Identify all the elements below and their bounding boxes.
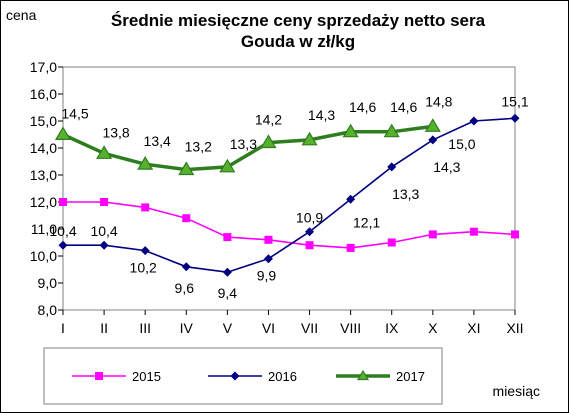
- data-point: [181, 262, 191, 272]
- data-point: [99, 240, 109, 250]
- data-point: [301, 131, 318, 146]
- data-point: [219, 158, 236, 173]
- data-label: 14,6: [390, 99, 417, 115]
- data-point: [387, 238, 396, 247]
- data-point: [511, 230, 519, 239]
- data-label: 10,2: [130, 260, 157, 276]
- data-label: 10,9: [296, 210, 323, 226]
- data-label: 14,2: [255, 112, 282, 128]
- data-point: [100, 198, 109, 206]
- data-point: [424, 118, 441, 132]
- data-label: 14,6: [349, 99, 376, 115]
- y-tick-label: 9,0: [38, 275, 58, 291]
- data-point: [95, 372, 103, 380]
- data-point: [342, 123, 359, 138]
- data-point: [469, 116, 479, 126]
- x-tick-label: IV: [180, 320, 194, 336]
- series-line-2015: [63, 201, 516, 249]
- data-label: 13,4: [144, 133, 171, 149]
- data-label: 10,4: [49, 223, 76, 239]
- legend-label: 2015: [132, 369, 161, 384]
- data-point: [230, 371, 240, 381]
- data-point: [223, 233, 232, 242]
- data-label: 12,1: [353, 214, 380, 230]
- data-point: [305, 241, 314, 250]
- chart-title-line-2: Gouda w zł/kg: [241, 32, 355, 51]
- x-tick-label: IX: [385, 320, 399, 336]
- data-point: [260, 134, 277, 149]
- chart-title-line-1: Średnie miesięczne ceny sprzedaży netto …: [111, 11, 486, 30]
- x-tick-label: II: [100, 320, 108, 336]
- legend-label: 2017: [396, 369, 425, 384]
- y-tick-label: 17,0: [30, 59, 57, 75]
- y-tick-label: 11,0: [31, 221, 57, 237]
- y-axis-label: cena: [6, 7, 37, 23]
- plot-area: [62, 66, 516, 311]
- x-tick-label: V: [223, 320, 233, 336]
- data-label: 14,5: [61, 106, 88, 122]
- data-point: [140, 246, 150, 256]
- data-label: 9,9: [257, 268, 277, 284]
- legend-label: 2016: [268, 369, 297, 384]
- data-label: 13,3: [230, 136, 257, 152]
- data-point: [305, 227, 315, 237]
- data-point: [182, 214, 191, 223]
- data-point: [383, 123, 400, 138]
- series-line-2017: [62, 124, 434, 172]
- x-axis-label: miesiąc: [493, 383, 540, 399]
- data-point: [96, 145, 113, 159]
- data-label: 13,3: [392, 186, 419, 202]
- data-label: 15,0: [448, 136, 475, 152]
- data-point: [387, 162, 397, 172]
- data-point: [264, 235, 273, 244]
- data-point: [510, 113, 520, 123]
- data-point: [428, 135, 438, 145]
- data-point: [137, 156, 154, 170]
- data-point: [178, 161, 195, 176]
- data-point: [58, 240, 68, 250]
- data-label: 13,8: [102, 124, 129, 140]
- x-tick-label: X: [428, 320, 438, 336]
- data-point: [346, 243, 355, 252]
- x-tick-label: III: [139, 320, 151, 336]
- y-tick-label: 12,0: [30, 194, 57, 210]
- x-tick-label: VIII: [340, 320, 361, 336]
- data-point: [141, 203, 150, 212]
- data-label: 13,2: [185, 139, 212, 155]
- data-point: [356, 369, 370, 381]
- data-label: 10,4: [90, 223, 117, 239]
- data-label: 9,4: [218, 285, 238, 301]
- x-tick-label: VI: [262, 320, 275, 336]
- y-tick-label: 15,0: [30, 113, 57, 129]
- x-tick-label: VII: [301, 320, 318, 336]
- y-tick-label: 8,0: [38, 302, 58, 318]
- data-point: [59, 198, 67, 206]
- data-label: 14,8: [425, 93, 452, 109]
- series-line-2016: [63, 117, 516, 274]
- y-tick-label: 13,0: [30, 167, 57, 183]
- data-point: [54, 126, 72, 140]
- data-point: [263, 254, 273, 264]
- data-label: 14,3: [433, 159, 460, 175]
- data-point: [346, 194, 356, 204]
- x-tick-label: I: [61, 320, 65, 336]
- data-label: 15,1: [501, 93, 528, 109]
- y-tick-label: 14,0: [30, 140, 57, 156]
- y-tick-label: 10,0: [30, 248, 57, 264]
- data-label: 9,6: [175, 280, 195, 296]
- x-tick-label: XI: [467, 320, 480, 336]
- data-point: [469, 227, 478, 236]
- data-point: [428, 230, 437, 239]
- data-point: [222, 267, 232, 277]
- x-tick-label: XII: [506, 320, 523, 336]
- y-tick-label: 16,0: [30, 86, 57, 102]
- data-label: 14,3: [308, 107, 335, 123]
